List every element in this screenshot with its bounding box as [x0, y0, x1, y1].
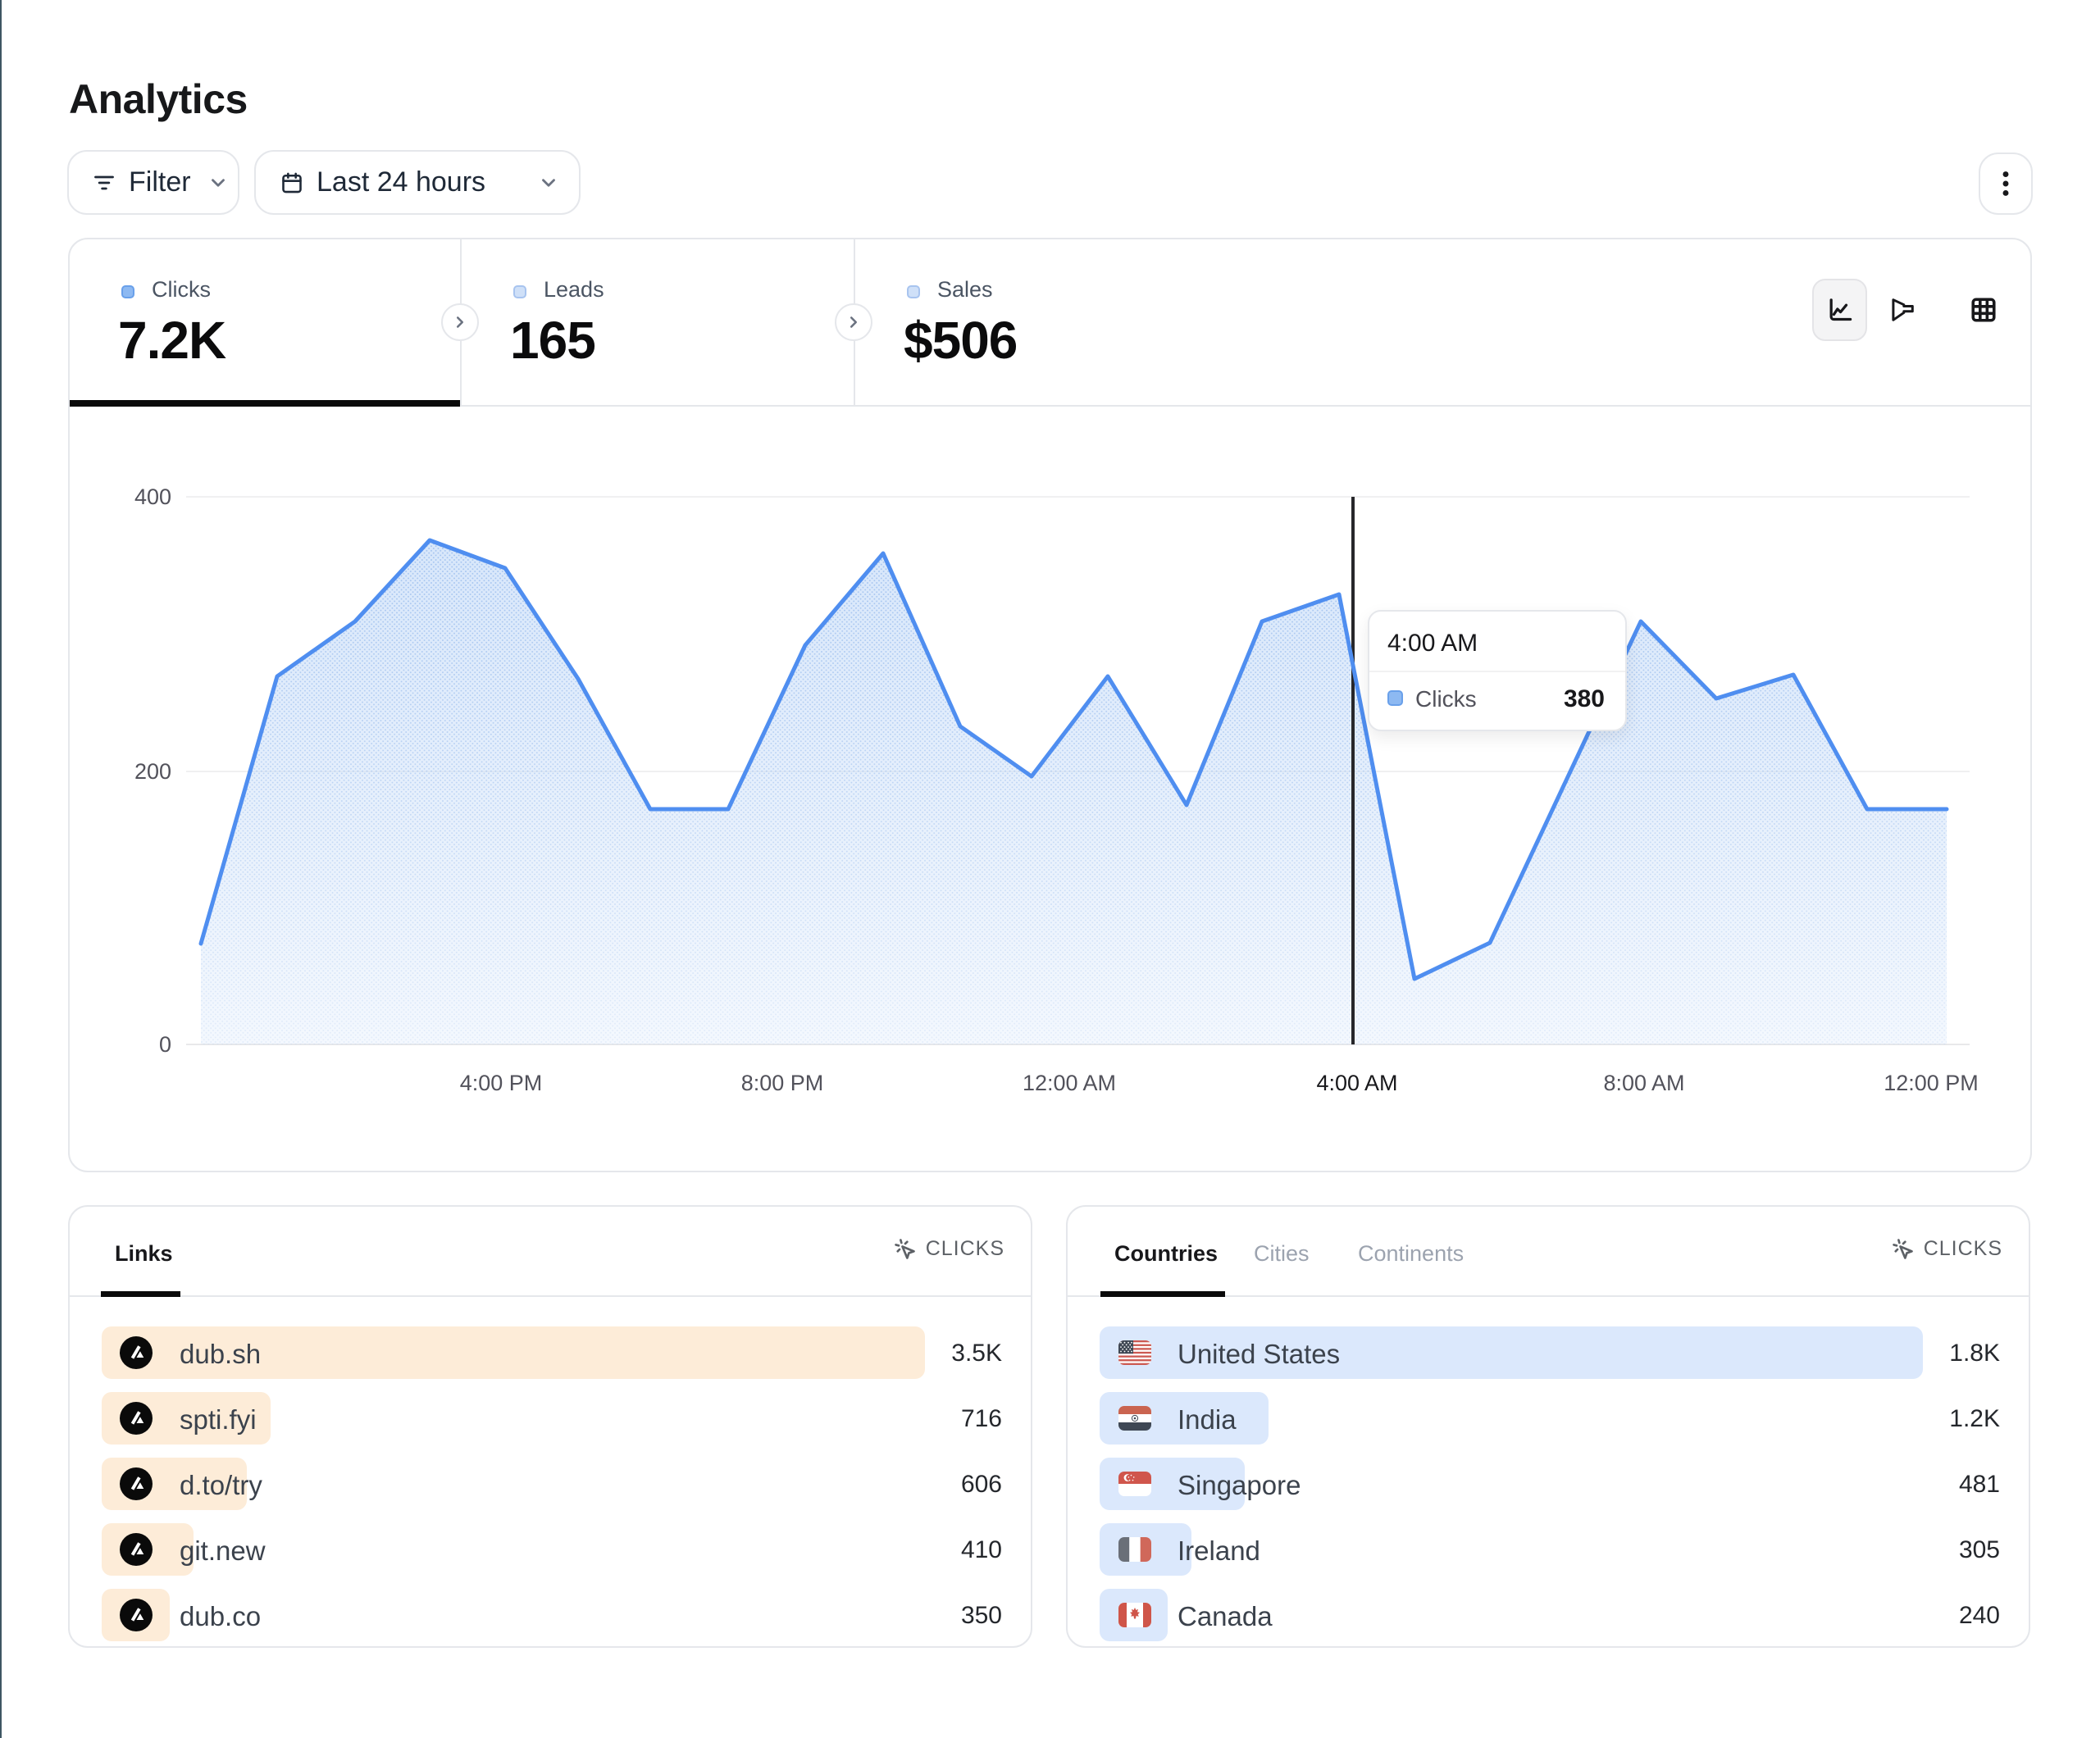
svg-text:4:00 AM: 4:00 AM — [1316, 1071, 1397, 1095]
svg-text:400: 400 — [134, 485, 171, 509]
svg-text:12:00 AM: 12:00 AM — [1023, 1071, 1116, 1095]
svg-text:12:00 PM: 12:00 PM — [1884, 1071, 1979, 1095]
svg-text:8:00 AM: 8:00 AM — [1603, 1071, 1684, 1095]
svg-text:0: 0 — [159, 1032, 171, 1057]
svg-text:8:00 PM: 8:00 PM — [741, 1071, 824, 1095]
svg-text:200: 200 — [134, 759, 171, 784]
svg-text:4:00 PM: 4:00 PM — [460, 1071, 543, 1095]
